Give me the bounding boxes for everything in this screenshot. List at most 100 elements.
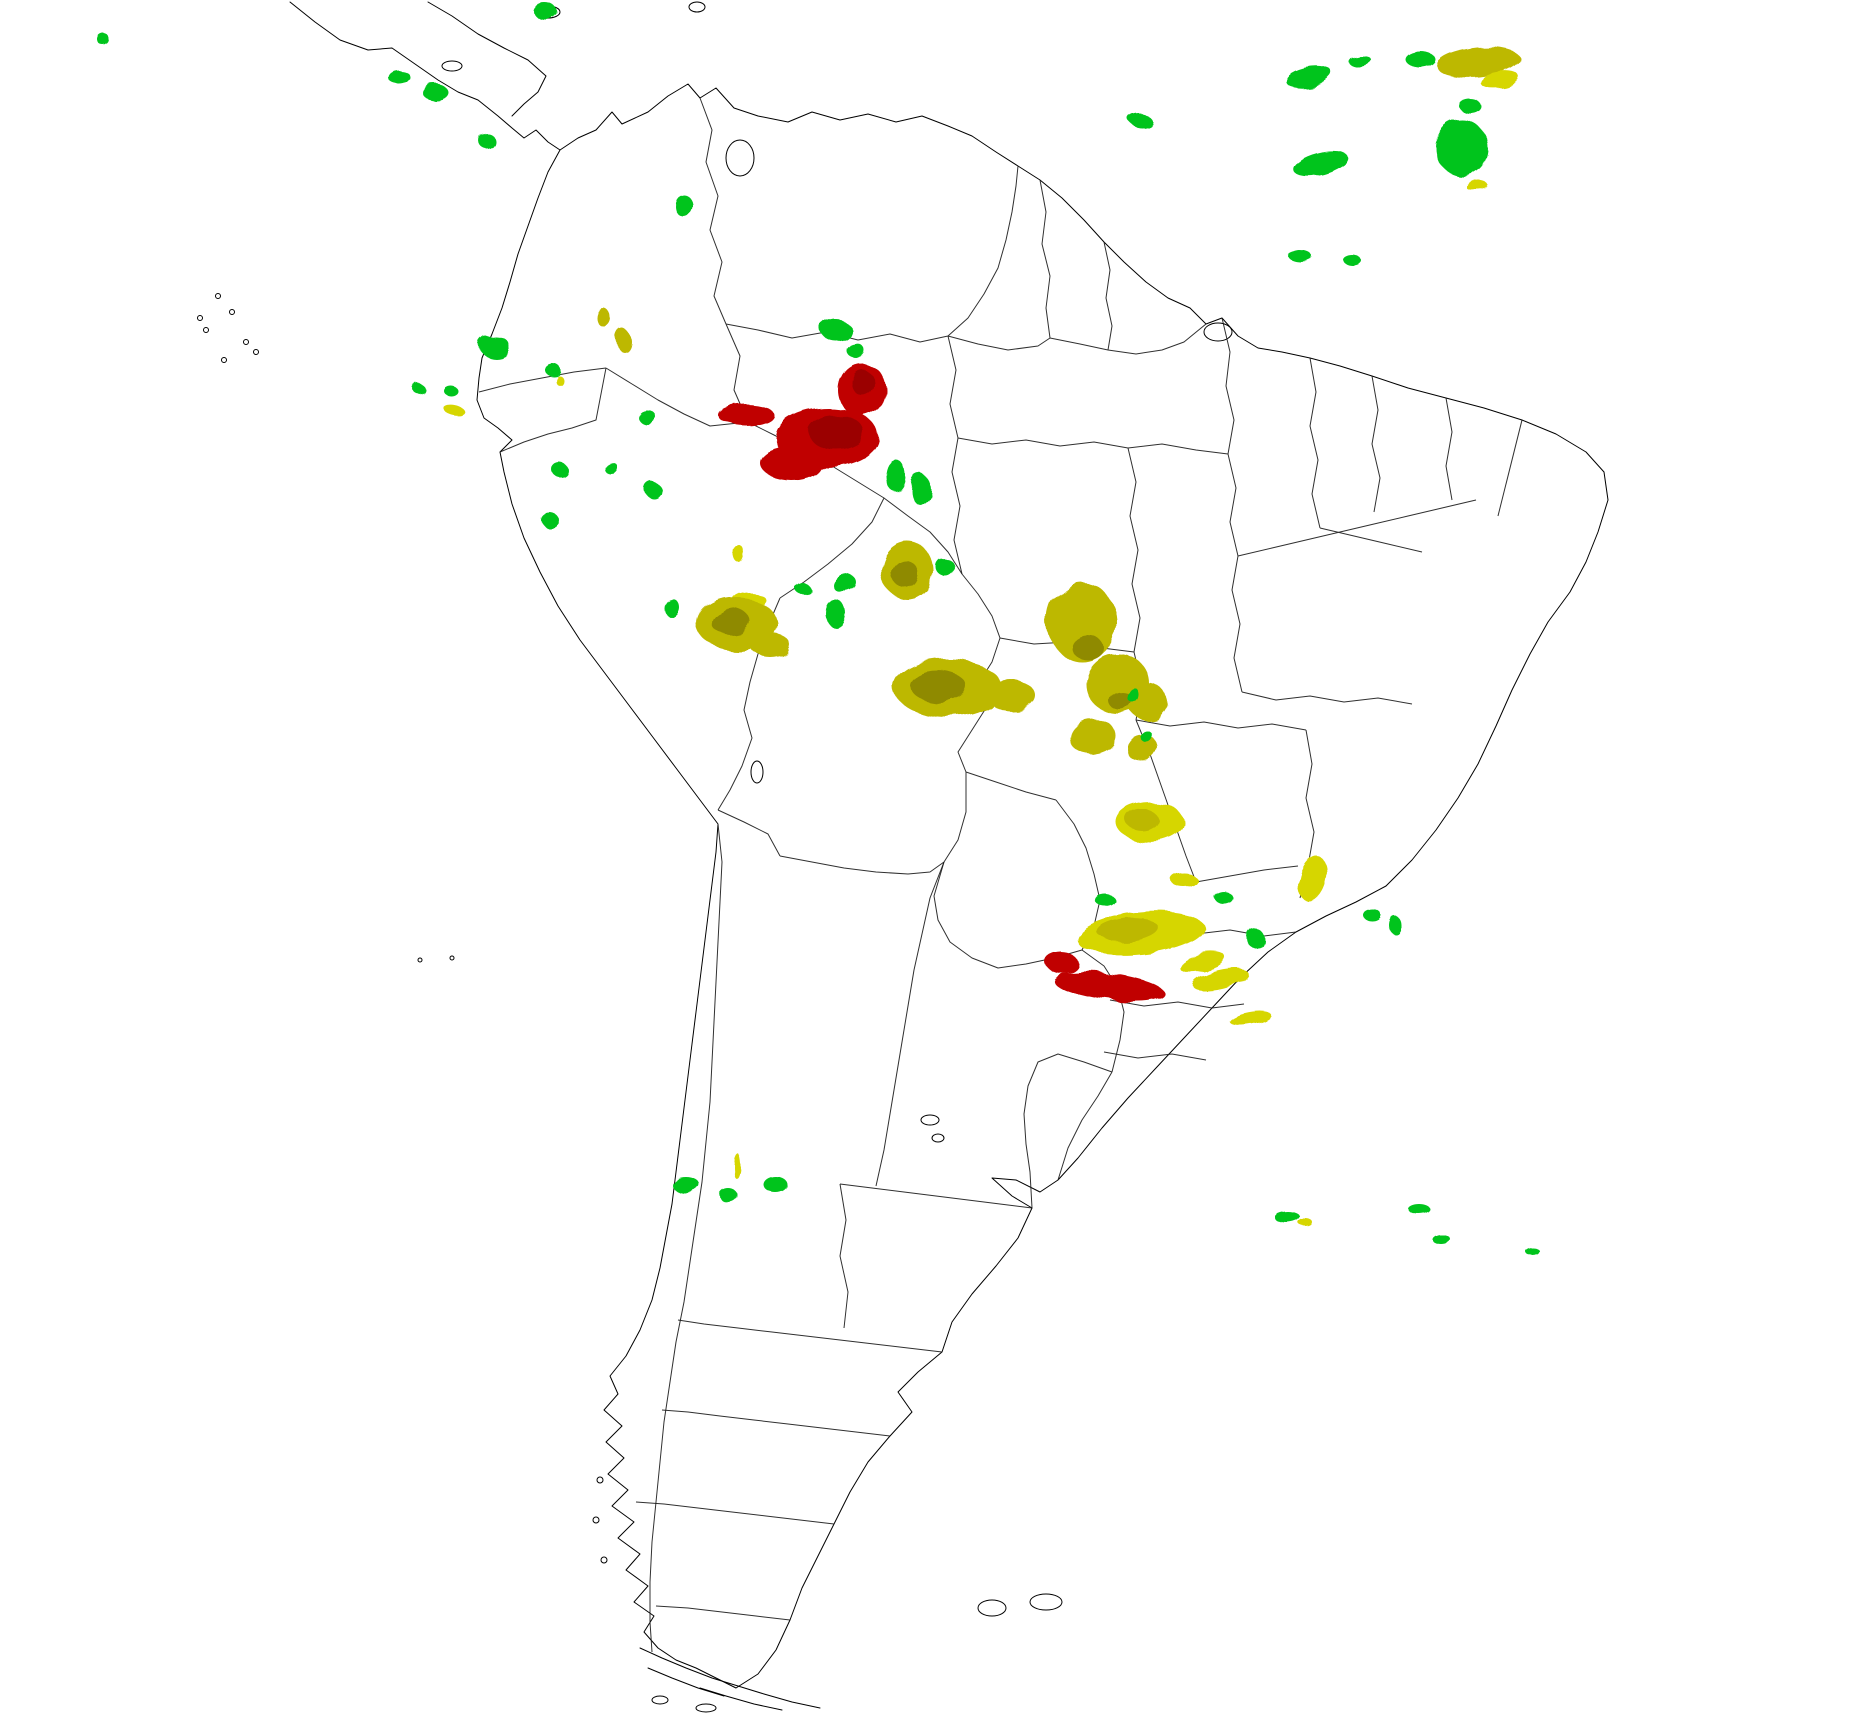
patagonia-islet — [600, 1556, 608, 1564]
galapagos-islet — [197, 315, 203, 321]
precip-cell-green — [1459, 99, 1481, 113]
falkland-island-west — [977, 1599, 1007, 1617]
precip-cell-yellow — [1480, 71, 1520, 89]
precipitation-cells — [98, 3, 1539, 1255]
precip-cell-green — [675, 195, 693, 217]
galapagos-islet — [221, 357, 227, 363]
precip-cell-green — [911, 475, 931, 505]
precip-cell-yellow — [1178, 951, 1226, 973]
precip-cell-green — [546, 365, 562, 377]
precip-cell-yellow — [1172, 874, 1198, 888]
precip-cell-green — [1273, 1210, 1299, 1222]
precip-cell-olive_dark — [1072, 636, 1104, 660]
precip-cell-green — [1213, 890, 1231, 902]
tierra-del-fuego-coast-3 — [647, 1667, 725, 1697]
precip-cell-green — [1343, 255, 1361, 265]
precip-cell-green — [387, 69, 409, 83]
precip-cell-olive — [1436, 46, 1520, 78]
precip-cell-olive — [1126, 809, 1158, 831]
precip-cell-yellow — [733, 1153, 741, 1179]
precip-cell-green — [794, 581, 808, 593]
precip-cell-olive — [750, 633, 790, 657]
marajo-island — [1203, 322, 1233, 342]
precip-cell-yellow — [1229, 1011, 1271, 1025]
precip-cell-green — [415, 386, 427, 396]
precip-cell-olive — [1068, 718, 1116, 754]
precip-cell-green — [605, 463, 619, 475]
precip-cell-green — [826, 600, 846, 628]
precip-cell-green — [1405, 51, 1435, 67]
precip-cell-yellow — [444, 405, 466, 417]
precip-cell-olive_dark — [1108, 690, 1132, 710]
precip-cell-yellow — [1465, 182, 1489, 190]
lake-maracaibo — [725, 139, 755, 177]
precip-cell-green — [646, 483, 662, 499]
south-america-outline — [476, 83, 1609, 1689]
precip-cell-green — [821, 319, 851, 341]
precip-cell-green — [479, 133, 495, 149]
precip-cell-red — [1046, 953, 1078, 973]
precip-cell-yellow — [556, 376, 564, 386]
island — [441, 60, 463, 72]
precip-cell-yellow — [735, 546, 745, 564]
precip-cell-green — [720, 1189, 738, 1203]
central-america-coast — [289, 1, 561, 151]
precip-cell-green — [847, 344, 865, 358]
tierra-del-fuego-coast — [639, 1647, 821, 1709]
precip-cell-green — [886, 460, 906, 492]
precip-cell-red — [760, 447, 820, 479]
islands — [197, 1, 1233, 1713]
precip-cell-green — [444, 386, 458, 396]
precip-cell-yellow — [1298, 855, 1326, 901]
precip-cell-green — [1286, 67, 1334, 89]
precip-cell-green — [552, 463, 568, 477]
precip-cell-green — [935, 557, 953, 575]
precip-cell-green — [1140, 730, 1152, 742]
precip-cell-green — [1436, 120, 1488, 176]
precip-cell-green — [1363, 909, 1381, 921]
precip-cell-yellow — [1298, 1218, 1312, 1226]
galapagos-islet — [253, 349, 259, 355]
precip-cell-red — [1052, 971, 1164, 1001]
precip-cell-olive — [1126, 734, 1158, 762]
island — [688, 1, 706, 13]
precip-cell-green — [1409, 1205, 1431, 1215]
precip-cell-olive_dark — [710, 608, 750, 634]
precip-cell-green — [1433, 1235, 1451, 1245]
pacific-islet — [449, 955, 455, 961]
lake — [920, 1114, 940, 1126]
precip-cell-red_dark — [851, 369, 873, 395]
precip-cell-red — [717, 403, 773, 425]
precip-cell-green — [1126, 686, 1138, 702]
patagonia-islet — [651, 1695, 669, 1705]
pacific-islet — [417, 957, 423, 963]
precip-cell-olive — [1128, 684, 1168, 720]
lake-titicaca — [750, 760, 764, 784]
precip-cell-olive — [1098, 918, 1158, 942]
precip-cell-green — [1292, 150, 1348, 176]
galapagos-islet — [203, 327, 209, 333]
precip-cell-green — [1096, 895, 1116, 907]
precip-cell-yellow — [1192, 967, 1248, 991]
lakes — [725, 139, 945, 1143]
precip-cell-green — [98, 34, 110, 46]
patagonia-islet — [592, 1516, 600, 1524]
precip-cell-green — [764, 1177, 788, 1193]
precip-cell-olive_dark — [892, 560, 918, 588]
precip-cell-olive — [597, 309, 611, 327]
patagonia-islet — [695, 1703, 717, 1713]
precip-cell-green — [1390, 917, 1402, 935]
precip-cell-green — [1288, 251, 1312, 261]
precip-cell-olive — [617, 330, 631, 352]
country-borders — [478, 97, 1207, 1653]
precip-cell-red_dark — [808, 415, 864, 449]
precip-cell-olive — [988, 681, 1036, 711]
galapagos-islet — [215, 293, 221, 299]
lake — [931, 1133, 945, 1143]
precip-cell-green — [541, 513, 559, 527]
precip-cell-green — [1348, 55, 1372, 67]
precip-cell-green — [672, 1177, 700, 1193]
precip-cell-olive_dark — [910, 671, 966, 701]
